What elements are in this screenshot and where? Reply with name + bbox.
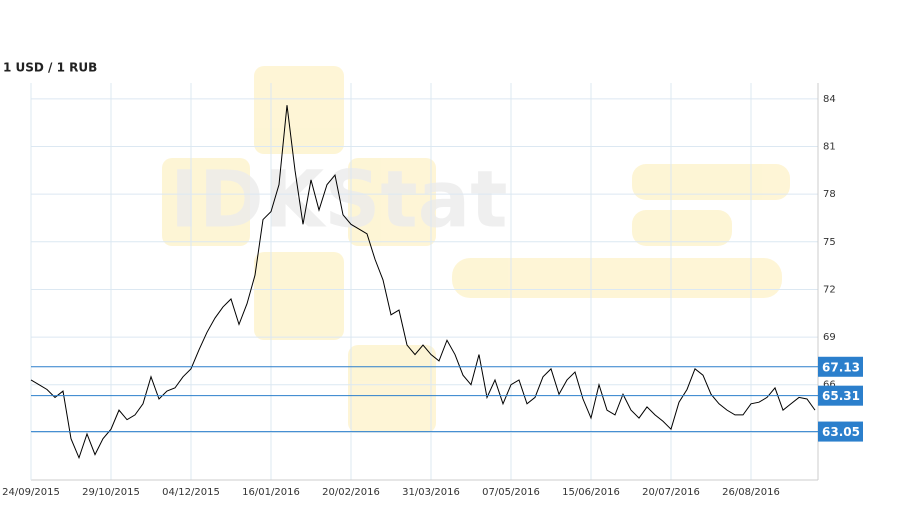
y-tick-label: 81 — [823, 142, 836, 153]
x-tick-label: 07/05/2016 — [482, 487, 540, 498]
reference-label: 65.31 — [822, 389, 860, 403]
reference-label-box — [818, 421, 863, 442]
x-tick-label: 29/10/2015 — [82, 487, 140, 498]
y-tick-label: 72 — [823, 284, 836, 295]
y-tick-label: 69 — [823, 332, 836, 343]
x-tick-label: 20/07/2016 — [642, 487, 700, 498]
x-tick-label: 26/08/2016 — [722, 487, 780, 498]
watermark: IDKStat — [170, 155, 508, 245]
y-tick-label: 78 — [823, 189, 836, 200]
price-line — [30, 105, 816, 460]
y-tick-label: 66 — [823, 380, 836, 391]
reference-label-box — [818, 356, 863, 377]
y-tick-label: 75 — [823, 237, 836, 248]
reference-label: 63.05 — [822, 425, 860, 439]
x-tick-label: 31/03/2016 — [402, 487, 460, 498]
x-tick-label: 16/01/2016 — [242, 487, 300, 498]
reference-label: 67.13 — [822, 360, 860, 374]
x-tick-label: 20/02/2016 — [322, 487, 380, 498]
y-tick-label: 84 — [823, 94, 836, 105]
reference-label-box — [818, 385, 863, 406]
watermark-shapes — [162, 66, 790, 433]
chart-title: 1 USD / 1 RUB — [3, 61, 97, 75]
x-tick-label: 15/06/2016 — [562, 487, 620, 498]
x-tick-label: 24/09/2015 — [2, 487, 60, 498]
x-tick-label: 04/12/2015 — [162, 487, 220, 498]
